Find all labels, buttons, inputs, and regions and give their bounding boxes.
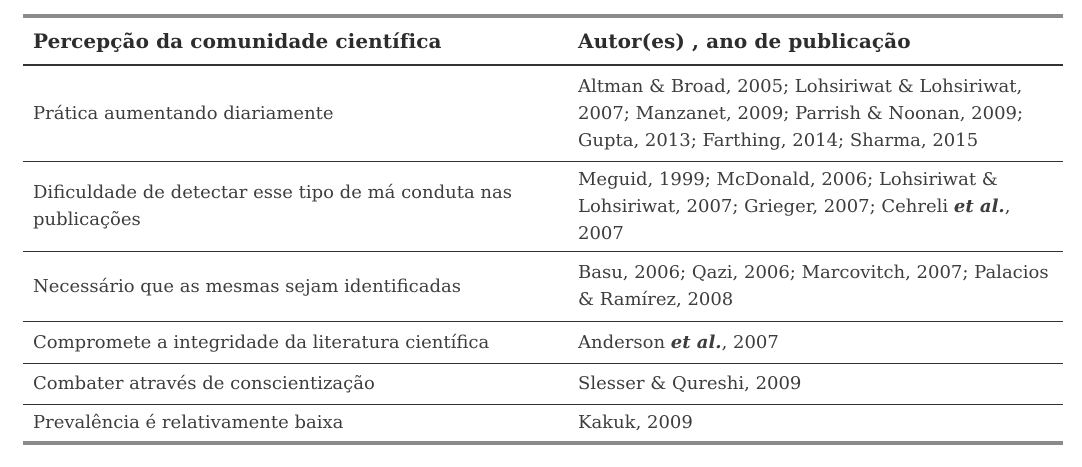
- perception-cell: Combater através de conscientização: [23, 363, 568, 405]
- perception-cell: Compromete a integridade da literatura c…: [23, 321, 568, 364]
- authors-cell: Slesser & Qureshi, 2009: [568, 363, 1063, 405]
- table-row: Dificuldade de detectar esse tipo de má …: [23, 161, 1063, 252]
- table-row: Prevalência é relativamente baixa Kakuk,…: [23, 404, 1063, 443]
- et-al-emphasis: et al.: [953, 195, 1005, 217]
- authors-cell: Kakuk, 2009: [568, 404, 1063, 443]
- authors-cell: Altman & Broad, 2005; Lohsiriwat & Lohsi…: [568, 65, 1063, 162]
- authors-cell: Basu, 2006; Qazi, 2006; Marcovitch, 2007…: [568, 251, 1063, 322]
- header-row: Percepção da comunidade científica Autor…: [23, 16, 1063, 66]
- author-text: Basu, 2006; Qazi, 2006; Marcovitch, 2007…: [578, 262, 1049, 310]
- author-text: Anderson: [578, 331, 671, 353]
- perception-cell: Prevalência é relativamente baixa: [33, 412, 344, 434]
- authors-cell: Meguid, 1999; McDonald, 2006; Lohsiriwat…: [568, 161, 1063, 252]
- column-header-authors: Autor(es) , ano de publicação: [568, 16, 1063, 66]
- author-text: Altman & Broad, 2005; Lohsiriwat & Lohsi…: [578, 75, 1024, 151]
- author-text: , 2007: [578, 195, 1011, 244]
- author-text: Slesser & Qureshi, 2009: [578, 373, 802, 394]
- column-header-perception: Percepção da comunidade científica: [23, 16, 568, 66]
- perception-cell: Necessário que as mesmas sejam identific…: [23, 251, 568, 322]
- table-body: Prática aumentando diariamente Altman & …: [23, 65, 1063, 443]
- author-text: Kakuk, 2009: [578, 412, 693, 434]
- et-al-emphasis: et al.: [670, 331, 722, 353]
- author-text: , 2007: [721, 331, 779, 353]
- authors-cell: Anderson et al., 2007: [568, 321, 1063, 364]
- author-text: Meguid, 1999; McDonald, 2006; Lohsiriwat…: [578, 168, 998, 217]
- table-row: Combater através de conscientização Sles…: [23, 363, 1063, 405]
- table-row: Compromete a integridade da literatura c…: [23, 321, 1063, 364]
- table-row: Prática aumentando diariamente Altman & …: [23, 65, 1063, 162]
- perception-cell: Dificuldade de detectar esse tipo de má …: [23, 161, 568, 252]
- perception-authors-table: Percepção da comunidade científica Autor…: [23, 14, 1063, 445]
- table-row: Necessário que as mesmas sejam identific…: [23, 251, 1063, 322]
- perception-cell: Prática aumentando diariamente: [23, 65, 568, 162]
